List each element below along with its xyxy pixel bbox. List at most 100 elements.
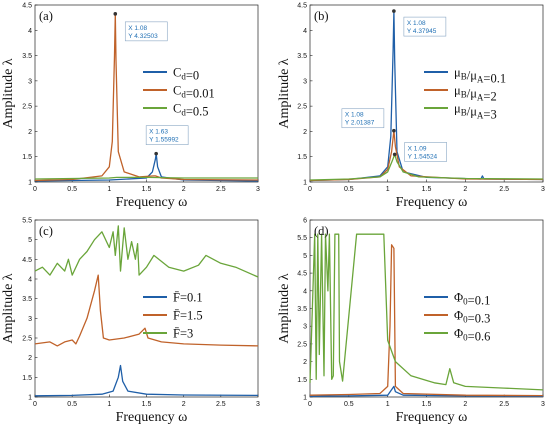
y-axis-label: Amplitude λ — [277, 273, 292, 343]
datatip-marker[interactable] — [392, 152, 397, 157]
y-tick-label: 5 — [303, 253, 307, 260]
y-tick-label: 4 — [28, 28, 32, 35]
y-tick-label: 6 — [303, 218, 307, 225]
panel-label: (d) — [314, 224, 329, 238]
series-line-3 — [34, 176, 258, 180]
x-tick-label: 0 — [33, 401, 37, 408]
y-tick-label: 3 — [28, 316, 32, 323]
x-tick-label: 1 — [386, 186, 390, 193]
legend-entry: Φ0=0.1 — [454, 291, 490, 308]
y-tick-label: 2 — [303, 359, 307, 366]
plot-area — [309, 219, 544, 398]
y-tick-label: 2.5 — [297, 341, 307, 348]
y-tick-label: 2.5 — [297, 104, 307, 111]
y-tick-label: 5.5 — [297, 235, 307, 242]
x-tick-label: 2.5 — [216, 186, 226, 193]
x-tick-label: 0 — [308, 186, 312, 193]
x-tick-label: 0.5 — [67, 401, 77, 408]
legend-entry: μB/μA=0.1 — [454, 66, 506, 86]
y-tick-label: 1 — [303, 395, 307, 402]
y-tick-label: 2.5 — [22, 336, 32, 343]
y-tick-label: 3 — [28, 78, 32, 85]
legend-entry: F̄=0.1 — [173, 291, 203, 305]
series-line-1 — [34, 364, 259, 397]
x-tick-label: 1 — [386, 401, 390, 408]
x-tick-label: 1.5 — [142, 401, 152, 408]
datatip-marker[interactable] — [113, 12, 118, 16]
plot-area — [34, 219, 259, 398]
legend-entry: Φ0=0.6 — [454, 327, 490, 344]
y-tick-label: 4.5 — [297, 3, 307, 10]
panel-2: 0 0.5 1 1.5 2 2.5 311.522.533.544.5X 1.08Y 4.3… — [277, 3, 545, 211]
datatip-box — [145, 125, 189, 145]
y-tick-label: 1.5 — [22, 154, 32, 161]
y-axis-label: Amplitude λ — [1, 273, 16, 343]
y-axis-label: Amplitude λ — [277, 58, 292, 128]
datatip-y: Y 1.55992 — [149, 137, 179, 144]
x-tick-label: 2 — [182, 401, 186, 408]
y-tick-label: 1.5 — [22, 375, 32, 382]
y-tick-label: 3.5 — [297, 53, 307, 60]
series-line-3 — [34, 225, 259, 278]
datatip-y: Y 1.54524 — [408, 153, 438, 160]
x-axis-label: Frequency ω — [396, 410, 468, 425]
panel-4: 0 0.5 1 1.5 2 2.5 3 1 1.5 2 2.5 3 3.5 4 4.5 5 5.5 6 (d) Fre… — [277, 218, 545, 426]
datatip-box — [403, 16, 447, 37]
datatip-x: X 1.09 — [408, 145, 427, 152]
y-tick-label: 2 — [28, 129, 32, 136]
series-line-2 — [309, 244, 544, 397]
x-tick-label: 3 — [541, 401, 545, 408]
y-tick-label: 1 — [28, 395, 32, 402]
y-tick-label: 3.5 — [22, 296, 32, 303]
y-tick-label: 3 — [303, 324, 307, 331]
series-line-3 — [309, 233, 544, 391]
datatip-marker[interactable] — [392, 9, 396, 13]
x-tick-label: 2 — [182, 186, 186, 193]
y-tick-label: 4.5 — [22, 3, 32, 10]
datatip-box — [341, 108, 385, 129]
panel-label: (c) — [39, 224, 53, 238]
panel-label: (a) — [39, 9, 53, 23]
legend-entry: μB/μA=2 — [454, 84, 497, 104]
x-tick-label: 0.5 — [67, 186, 77, 193]
x-tick-label: 1 — [107, 401, 111, 408]
x-tick-label: 1 — [107, 186, 111, 193]
x-tick-label: 1.5 — [142, 186, 152, 193]
datatip-x: X 1.08 — [407, 20, 426, 27]
y-axis-label: Amplitude λ — [1, 58, 16, 128]
y-tick-label: 2 — [28, 355, 32, 362]
x-tick-label: 1.5 — [422, 401, 432, 408]
panel-1: 0 0.5 1 1.5 2 2.5 3 1 1.5 2 2.5 3 3.5 4 4.5 X 1.08Y 4.3… — [1, 3, 260, 211]
x-tick-label: 3 — [256, 401, 260, 408]
y-tick-label: 1.5 — [297, 154, 307, 161]
y-tick-label: 1 — [28, 180, 32, 187]
y-tick-label: 2.5 — [22, 104, 32, 111]
y-tick-label: 4 — [303, 288, 307, 295]
x-tick-label: 0.5 — [344, 186, 354, 193]
y-tick-label: 4 — [303, 28, 307, 35]
y-tick-label: 5.5 — [22, 218, 32, 225]
legend-entry: Cd=0.5 — [173, 102, 209, 119]
datatip-y: Y 4.37945 — [407, 28, 437, 35]
datatip-marker[interactable] — [154, 151, 158, 156]
x-axis-label: Frequency ω — [116, 410, 188, 425]
series-line-2 — [34, 274, 259, 347]
series-line-1 — [309, 10, 544, 182]
x-tick-label: 1.5 — [422, 186, 432, 193]
panel-3: 0 0.5 1 1.5 2 2.5 3 1 1.5 2 2.5 3 3.5 4 4.5 5 5.5 (c) Freq… — [1, 218, 260, 426]
y-tick-label: 3.5 — [297, 306, 307, 313]
datatip-box — [404, 142, 447, 162]
x-tick-label: 2.5 — [499, 186, 509, 193]
datatip-marker[interactable] — [392, 128, 396, 133]
y-tick-label: 4.5 — [297, 271, 307, 278]
legend-entry: Φ0=0.3 — [454, 309, 490, 326]
y-tick-label: 1.5 — [297, 377, 307, 384]
datatip-x: X 1.08 — [345, 112, 364, 119]
x-tick-label: 3 — [541, 186, 545, 193]
y-tick-label: 3.5 — [22, 53, 32, 60]
datatip-box — [124, 21, 168, 42]
y-tick-label: 1 — [303, 180, 307, 187]
legend-entry: F̄=1.5 — [173, 309, 203, 323]
datatip-x: X 1.63 — [149, 129, 168, 136]
y-tick-label: 5 — [28, 237, 32, 244]
